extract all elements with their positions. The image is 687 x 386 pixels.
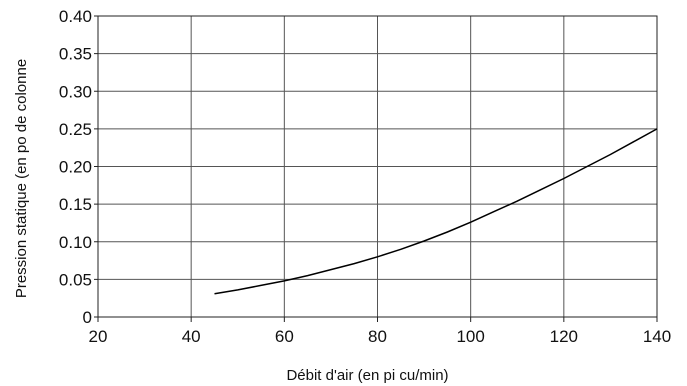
y-tick-label: 0.05 xyxy=(59,270,92,289)
y-tick-label: 0.20 xyxy=(59,158,92,177)
grid xyxy=(94,15,658,322)
y-tick-label: 0.35 xyxy=(59,45,92,64)
y-tick-label: 0.15 xyxy=(59,195,92,214)
x-tick-label: 40 xyxy=(182,327,201,346)
series-line xyxy=(214,128,658,295)
x-axis-label: Débit d'air (en pi cu/min) xyxy=(286,367,448,384)
y-tick-labels: 0 0.05 0.10 0.15 0.20 0.25 0.30 0.35 0.40 xyxy=(59,7,92,327)
x-tick-label: 60 xyxy=(275,327,294,346)
y-tick-label: 0.25 xyxy=(59,120,92,139)
x-tick-label: 80 xyxy=(368,327,387,346)
plot-frame xyxy=(97,15,658,318)
y-tick-label: 0.10 xyxy=(59,233,92,252)
x-tick-label: 100 xyxy=(456,327,484,346)
y-tick-label: 0.30 xyxy=(59,82,92,101)
x-tick-label: 120 xyxy=(550,327,578,346)
x-tick-labels: 20 40 60 80 100 120 140 xyxy=(89,327,672,346)
x-tick-label: 140 xyxy=(643,327,671,346)
x-tick-label: 20 xyxy=(89,327,108,346)
y-tick-label: 0 xyxy=(83,308,92,327)
y-axis-label: Pression statique (en po de colonne xyxy=(13,59,30,298)
y-tick-label: 0.40 xyxy=(59,7,92,26)
series-layer xyxy=(214,128,658,295)
